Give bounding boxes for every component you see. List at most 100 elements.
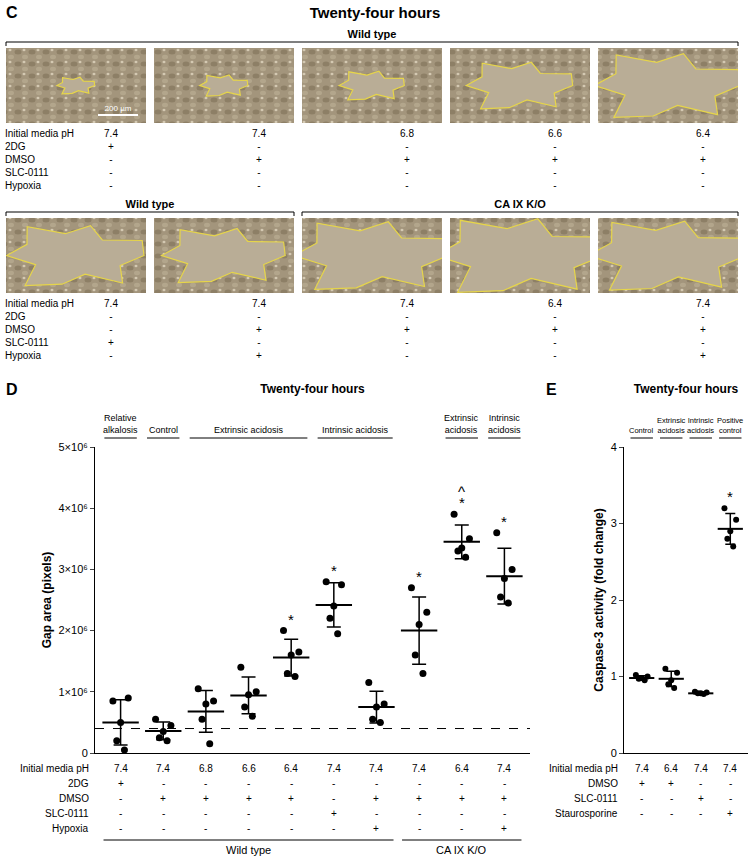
svg-text:-: - xyxy=(257,311,260,322)
svg-text:Gap area (pixels): Gap area (pixels) xyxy=(40,552,54,649)
svg-text:-: - xyxy=(257,141,260,152)
svg-text:D: D xyxy=(6,381,18,398)
svg-text:-: - xyxy=(247,823,250,834)
svg-text:-: - xyxy=(162,823,165,834)
svg-text:*: * xyxy=(331,562,337,579)
svg-text:-: - xyxy=(109,167,112,178)
svg-text:DMSO: DMSO xyxy=(5,154,35,165)
svg-text:Intrinsicacidosis: Intrinsicacidosis xyxy=(687,416,714,435)
svg-text:-: - xyxy=(699,778,702,789)
svg-text:Hypoxia: Hypoxia xyxy=(52,823,89,834)
svg-text:2DG: 2DG xyxy=(68,778,89,789)
svg-text:7.4: 7.4 xyxy=(104,298,118,309)
svg-text:200 µm: 200 µm xyxy=(105,104,132,113)
svg-text:6.4: 6.4 xyxy=(284,763,298,774)
svg-text:+: + xyxy=(256,350,262,361)
svg-text:-: - xyxy=(418,808,421,819)
svg-text:+: + xyxy=(108,337,114,348)
svg-text:+: + xyxy=(373,823,379,834)
svg-text:Hypoxia: Hypoxia xyxy=(5,180,42,191)
svg-text:*: * xyxy=(459,494,465,511)
svg-text:2: 2 xyxy=(611,594,617,606)
svg-text:-: - xyxy=(699,808,702,819)
svg-text:Relativealkalosis: Relativealkalosis xyxy=(103,413,138,435)
svg-text:7.4: 7.4 xyxy=(114,763,128,774)
svg-text:3: 3 xyxy=(611,517,617,529)
svg-text:7.4: 7.4 xyxy=(635,763,649,774)
svg-text:-: - xyxy=(332,793,335,804)
svg-text:7.4: 7.4 xyxy=(400,298,414,309)
svg-text:0: 0 xyxy=(82,747,88,759)
svg-text:-: - xyxy=(640,808,643,819)
svg-text:-: - xyxy=(460,778,463,789)
svg-text:7.4: 7.4 xyxy=(412,763,426,774)
svg-text:-: - xyxy=(553,180,556,191)
svg-text:-: - xyxy=(670,808,673,819)
svg-text:6.8: 6.8 xyxy=(199,763,213,774)
svg-text:+: + xyxy=(203,793,209,804)
svg-text:-: - xyxy=(109,311,112,322)
svg-text:^: ^ xyxy=(458,483,465,500)
svg-text:-: - xyxy=(375,778,378,789)
svg-text:-: - xyxy=(640,793,643,804)
svg-text:7.4: 7.4 xyxy=(696,298,710,309)
svg-text:+: + xyxy=(108,141,114,152)
svg-text:+: + xyxy=(256,154,262,165)
svg-text:+: + xyxy=(501,823,507,834)
svg-text:7.4: 7.4 xyxy=(694,763,708,774)
svg-text:Initial media pH: Initial media pH xyxy=(5,128,74,139)
svg-text:-: - xyxy=(290,778,293,789)
svg-text:6.6: 6.6 xyxy=(242,763,256,774)
svg-text:-: - xyxy=(109,324,112,335)
svg-text:4: 4 xyxy=(611,441,617,453)
svg-text:0: 0 xyxy=(611,747,617,759)
svg-text:+: + xyxy=(288,793,294,804)
svg-text:-: - xyxy=(162,778,165,789)
svg-text:+: + xyxy=(727,808,733,819)
svg-text:Wild type: Wild type xyxy=(126,198,175,210)
svg-text:-: - xyxy=(375,808,378,819)
svg-text:*: * xyxy=(727,488,733,505)
svg-text:-: - xyxy=(701,311,704,322)
svg-text:Staurosporine: Staurosporine xyxy=(555,808,618,819)
svg-text:-: - xyxy=(290,823,293,834)
svg-text:7.4: 7.4 xyxy=(252,128,266,139)
svg-text:Twenty-four hours: Twenty-four hours xyxy=(260,382,365,396)
svg-text:-: - xyxy=(503,778,506,789)
svg-text:Initial media pH: Initial media pH xyxy=(549,763,618,774)
svg-text:-: - xyxy=(405,167,408,178)
svg-text:1: 1 xyxy=(611,670,617,682)
svg-text:Extrinsic acidosis: Extrinsic acidosis xyxy=(214,425,284,435)
svg-text:-: - xyxy=(553,311,556,322)
svg-text:-: - xyxy=(418,778,421,789)
svg-text:Wild type: Wild type xyxy=(348,28,397,40)
svg-text:SLC-0111: SLC-0111 xyxy=(45,808,89,819)
svg-text:7.4: 7.4 xyxy=(497,763,511,774)
svg-text:-: - xyxy=(162,808,165,819)
svg-text:+: + xyxy=(331,808,337,819)
svg-text:C: C xyxy=(6,4,18,21)
svg-text:DMSO: DMSO xyxy=(5,324,35,335)
svg-text:1×10⁶: 1×10⁶ xyxy=(58,686,87,698)
svg-text:+: + xyxy=(160,793,166,804)
svg-text:-: - xyxy=(204,808,207,819)
svg-text:-: - xyxy=(729,793,732,804)
svg-text:+: + xyxy=(552,324,558,335)
svg-text:-: - xyxy=(405,141,408,152)
svg-text:+: + xyxy=(698,793,704,804)
svg-text:+: + xyxy=(700,350,706,361)
svg-text:6.4: 6.4 xyxy=(664,763,678,774)
svg-text:4×10⁶: 4×10⁶ xyxy=(58,502,87,514)
svg-text:*: * xyxy=(501,513,507,530)
svg-text:-: - xyxy=(204,778,207,789)
svg-text:+: + xyxy=(668,778,674,789)
svg-text:7.4: 7.4 xyxy=(252,298,266,309)
svg-text:7.4: 7.4 xyxy=(104,128,118,139)
svg-text:SLC-0111: SLC-0111 xyxy=(574,793,618,804)
svg-text:SLC-0111: SLC-0111 xyxy=(5,167,49,178)
svg-text:7.4: 7.4 xyxy=(327,763,341,774)
svg-text:SLC-0111: SLC-0111 xyxy=(5,337,49,348)
svg-text:-: - xyxy=(332,778,335,789)
svg-text:-: - xyxy=(729,778,732,789)
svg-text:+: + xyxy=(256,324,262,335)
